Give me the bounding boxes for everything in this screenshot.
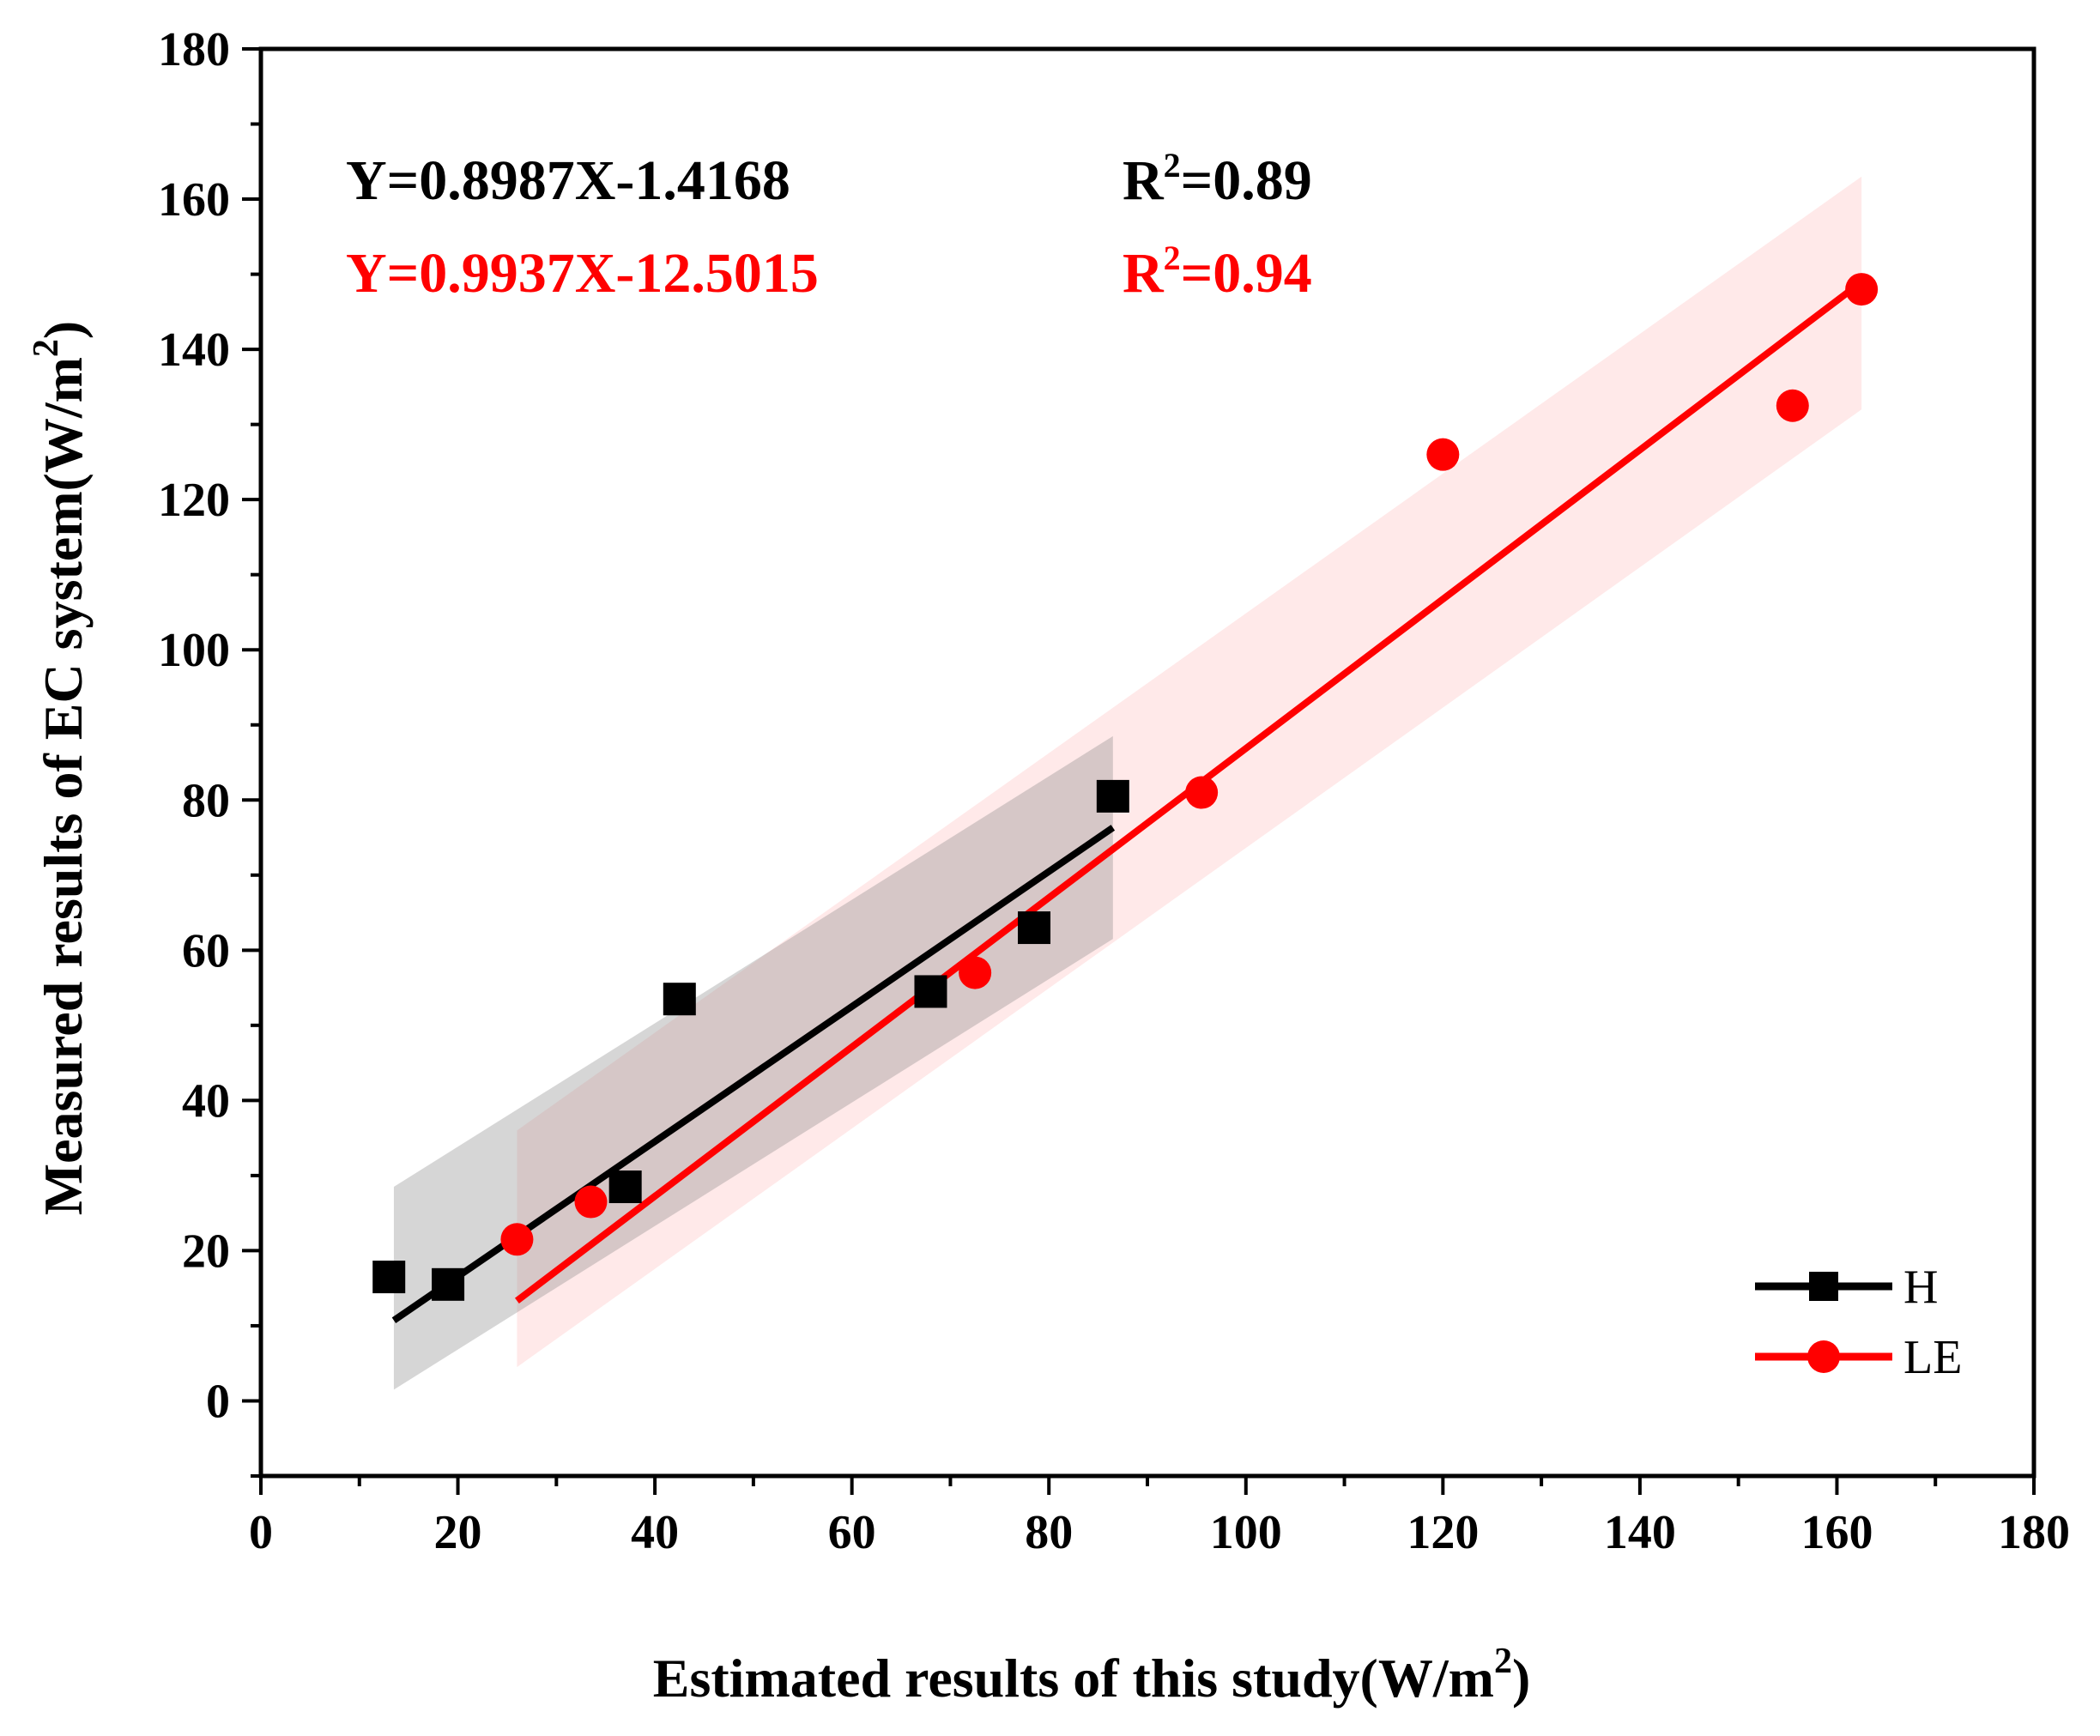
- point-h-5: [914, 975, 947, 1008]
- x-tick-label: 160: [1800, 1506, 1873, 1559]
- y-tick-label: 20: [182, 1225, 230, 1278]
- axes: 0 20 40 60 80 100 120 140 160 180 0 20 40 60 80 100 120 1…: [158, 23, 2070, 1559]
- point-le-1: [500, 1223, 534, 1256]
- point-le-6: [1776, 389, 1809, 422]
- x-tick-label: 60: [828, 1506, 876, 1559]
- x-tick-label: 100: [1210, 1506, 1282, 1559]
- point-h-7: [1096, 779, 1129, 813]
- r2-le: R2=0.94: [1123, 239, 1312, 305]
- point-h-2: [432, 1267, 465, 1301]
- legend-marker-h: [1809, 1272, 1838, 1301]
- legend-label-h: H: [1903, 1261, 1938, 1314]
- equation-h: Y=0.8987X-1.4168: [346, 149, 790, 212]
- data-points: [372, 273, 1879, 1301]
- y-tick-label: 0: [206, 1375, 230, 1428]
- point-le-4: [1185, 776, 1219, 809]
- x-axis-title: Estimated results of this study(W/m2): [653, 1642, 1531, 1709]
- confidence-band-h: [393, 735, 1113, 1390]
- point-h-3: [608, 1170, 642, 1204]
- point-h-6: [1018, 911, 1051, 945]
- x-tick-label: 180: [1998, 1506, 2070, 1559]
- r2-h: R2=0.89: [1123, 146, 1312, 212]
- y-tick-label: 160: [158, 173, 230, 227]
- point-le-2: [574, 1185, 608, 1219]
- y-tick-label: 140: [158, 324, 230, 377]
- confidence-bands: [393, 176, 1862, 1390]
- y-tick-label: 120: [158, 474, 230, 527]
- legend-marker-le: [1807, 1340, 1840, 1373]
- y-tick-label: 100: [158, 624, 230, 677]
- point-le-7: [1845, 273, 1879, 306]
- y-tick-label: 80: [182, 774, 230, 827]
- point-le-5: [1426, 438, 1460, 471]
- point-h-1: [372, 1261, 406, 1294]
- x-tick-label: 20: [434, 1506, 482, 1559]
- confidence-band-le: [517, 176, 1862, 1368]
- y-tick-label: 180: [158, 23, 230, 76]
- legend: H LE: [1755, 1261, 1962, 1384]
- equation-le: Y=0.9937X-12.5015: [346, 242, 819, 305]
- fit-line-h: [391, 825, 1116, 1323]
- x-tick-label: 120: [1407, 1506, 1479, 1559]
- legend-label-le: LE: [1903, 1331, 1962, 1384]
- x-tick-label: 80: [1025, 1506, 1073, 1559]
- point-h-4: [663, 983, 696, 1016]
- point-le-3: [959, 956, 992, 989]
- y-tick-label: 60: [182, 924, 230, 977]
- x-tick-label: 40: [631, 1506, 679, 1559]
- y-axis-title: Measured results of EC system(W/m2): [27, 321, 94, 1216]
- y-tick-label: 40: [182, 1074, 230, 1128]
- x-tick-label: 0: [249, 1506, 273, 1559]
- x-tick-label: 140: [1604, 1506, 1676, 1559]
